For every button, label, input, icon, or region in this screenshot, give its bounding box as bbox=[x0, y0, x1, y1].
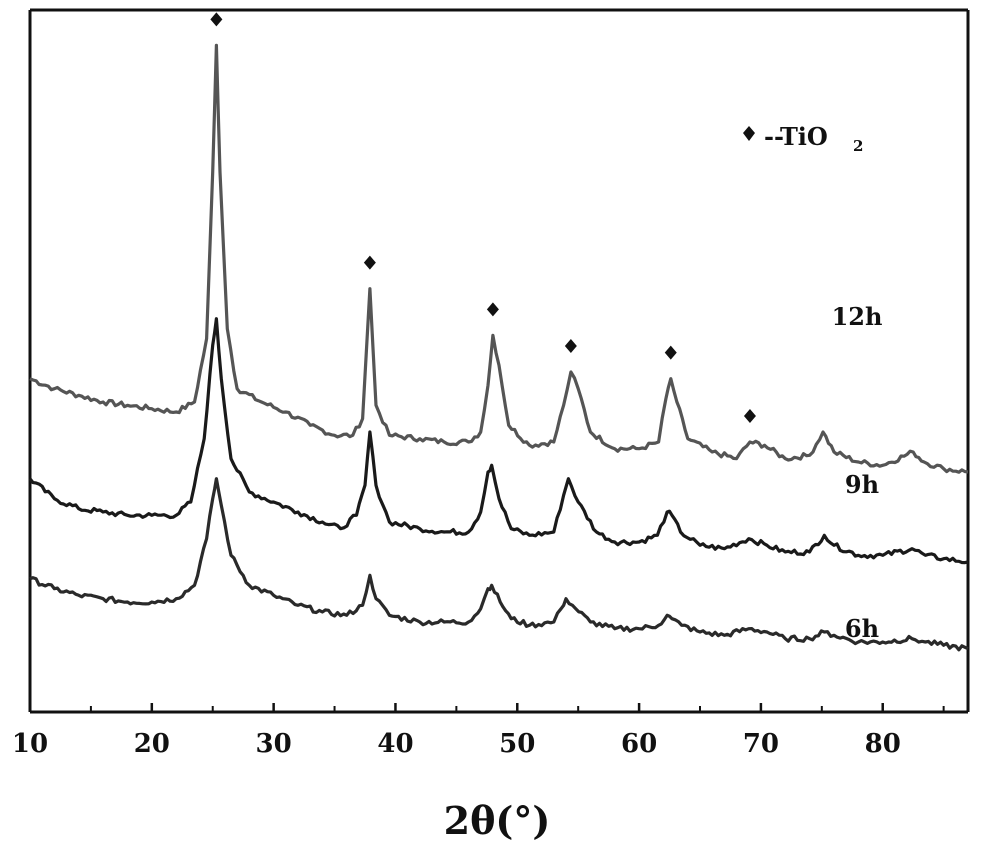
x-axis-title: 2θ(°) bbox=[444, 798, 551, 843]
tio2-peak-marker bbox=[364, 256, 376, 270]
legend-text: --TiO bbox=[764, 122, 828, 151]
series-line-6h bbox=[30, 479, 968, 650]
legend-subscript: 2 bbox=[853, 137, 863, 155]
x-tick-label: 70 bbox=[743, 729, 779, 759]
series-label-12h: 12h bbox=[832, 302, 883, 331]
tio2-peak-marker bbox=[210, 12, 222, 26]
tio2-peak-marker bbox=[665, 346, 677, 360]
legend: --TiO 2 bbox=[743, 122, 863, 155]
x-tick-label: 20 bbox=[134, 729, 170, 759]
x-tick-label: 40 bbox=[377, 729, 413, 759]
tio2-peak-marker bbox=[744, 409, 756, 423]
x-tick-label: 30 bbox=[256, 729, 292, 759]
tio2-peak-marker bbox=[487, 302, 499, 316]
x-tick-label: 60 bbox=[621, 729, 657, 759]
series-label-9h: 9h bbox=[845, 470, 879, 499]
series-labels: 12h 9h 6h bbox=[832, 302, 883, 643]
x-tick-label: 80 bbox=[865, 729, 901, 759]
legend-diamond-marker bbox=[743, 126, 755, 141]
series-label-6h: 6h bbox=[845, 614, 879, 643]
series-line-12h bbox=[30, 45, 968, 472]
phase-markers bbox=[210, 12, 756, 423]
x-tick-label: 50 bbox=[499, 729, 535, 759]
x-tick-label: 10 bbox=[12, 729, 48, 759]
tio2-peak-marker bbox=[565, 339, 577, 353]
